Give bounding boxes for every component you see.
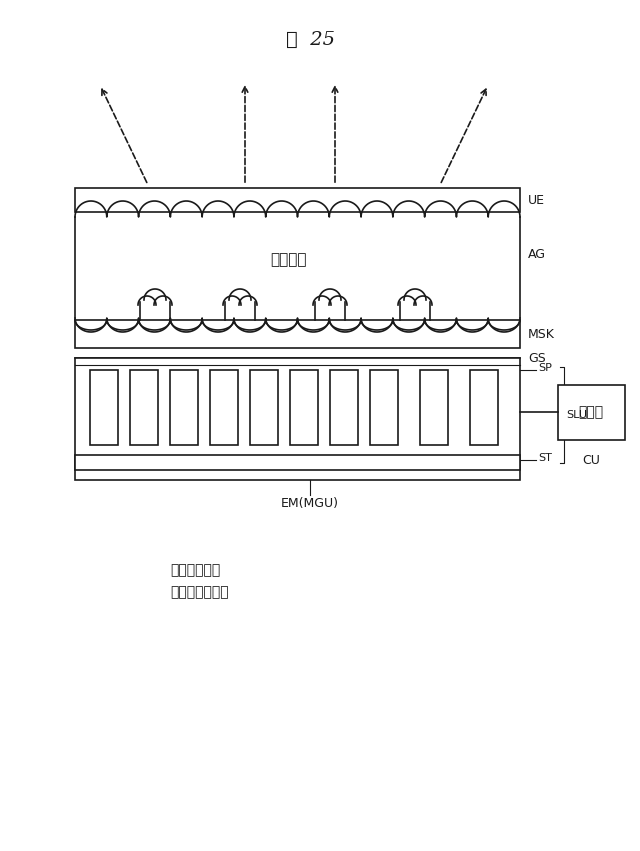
Bar bbox=[75, 188, 520, 212]
Text: 反応ガス: 反応ガス bbox=[270, 253, 307, 267]
Bar bbox=[75, 455, 520, 470]
Text: CU: CU bbox=[582, 454, 600, 466]
Bar bbox=[370, 370, 398, 445]
Text: SP: SP bbox=[538, 363, 552, 373]
Bar bbox=[210, 370, 238, 445]
Text: 電磁石：オン: 電磁石：オン bbox=[170, 563, 220, 577]
Bar bbox=[250, 370, 278, 445]
Bar bbox=[170, 370, 198, 445]
Bar bbox=[420, 370, 448, 445]
Text: UE: UE bbox=[528, 193, 545, 207]
Bar bbox=[130, 370, 158, 445]
Bar bbox=[290, 370, 318, 445]
Text: SLU: SLU bbox=[566, 410, 587, 420]
Bar bbox=[470, 370, 498, 445]
Bar bbox=[558, 385, 625, 440]
Text: AG: AG bbox=[528, 248, 546, 261]
Bar bbox=[75, 358, 520, 480]
Text: MSK: MSK bbox=[528, 328, 555, 340]
Text: GS: GS bbox=[528, 351, 546, 364]
Bar bbox=[330, 370, 358, 445]
Text: 制御部: 制御部 bbox=[579, 405, 604, 419]
Text: EM(MGU): EM(MGU) bbox=[281, 498, 339, 511]
Text: プラズマ：オフ: プラズマ：オフ bbox=[170, 585, 228, 599]
Text: ST: ST bbox=[538, 453, 552, 463]
Bar bbox=[75, 320, 520, 348]
Bar bbox=[90, 370, 118, 445]
Text: 図  25: 図 25 bbox=[285, 31, 335, 49]
